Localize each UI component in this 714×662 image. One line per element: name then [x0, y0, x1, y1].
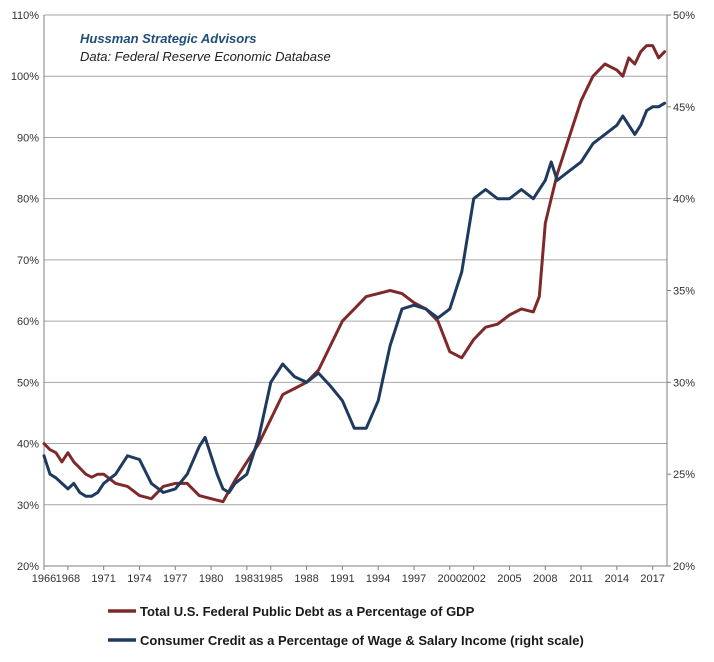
y-right-tick-1: 25% [673, 469, 695, 481]
y-left-tick-3: 50% [17, 377, 39, 389]
y-right-tick-5: 45% [673, 102, 695, 114]
y-right-tick-2: 30% [673, 377, 695, 389]
y-left-tick-4: 60% [17, 316, 39, 328]
series-line-debt [42, 44, 667, 504]
x-tick-4: 1977 [163, 573, 187, 585]
x-tick-14: 2005 [497, 573, 521, 585]
x-tick-9: 1991 [330, 573, 354, 585]
y-left-tick-6: 80% [17, 194, 39, 206]
x-tick-16: 2011 [569, 573, 593, 585]
y-right-tick-0: 20% [673, 561, 695, 573]
y-left-tick-9: 110% [12, 10, 40, 22]
annotation-title: Hussman Strategic Advisors [80, 31, 257, 46]
x-tick-10: 1994 [366, 573, 390, 585]
legend-label-debt: Total U.S. Federal Public Debt as a Perc… [140, 604, 475, 619]
x-tick-8: 1988 [294, 573, 318, 585]
y-left-tick-5: 70% [17, 255, 39, 267]
x-tick-7: 1985 [259, 573, 283, 585]
y-right-tick-3: 35% [673, 286, 695, 298]
tick-labels: 20% 30% 40% 50% 60% 70% 80% 90% 100% 110% 20% 25% 30… [11, 10, 695, 585]
y-left-tick-8: 100% [11, 71, 39, 83]
series-line-credit [42, 101, 667, 498]
x-tick-13: 2002 [461, 573, 485, 585]
x-tick-17: 2014 [605, 573, 629, 585]
legend: Total U.S. Federal Public Debt as a Perc… [108, 604, 584, 648]
y-right-tick-6: 50% [673, 10, 695, 22]
axes [43, 14, 671, 570]
y-left-tick-2: 40% [17, 439, 39, 451]
x-tick-1: 1968 [56, 573, 80, 585]
x-tick-18: 2017 [640, 573, 664, 585]
series-layer [42, 44, 667, 504]
y-left-tick-1: 30% [17, 500, 39, 512]
x-tick-6: 1983 [235, 573, 259, 585]
x-tick-11: 1997 [402, 573, 426, 585]
x-tick-0: 1966 [32, 573, 56, 585]
legend-label-credit: Consumer Credit as a Percentage of Wage … [140, 633, 584, 648]
x-tick-15: 2008 [533, 573, 557, 585]
y-left-tick-7: 90% [17, 132, 39, 144]
x-tick-12: 2000 [438, 573, 462, 585]
x-tick-5: 1980 [199, 573, 223, 585]
y-right-tick-4: 40% [673, 194, 695, 206]
grid-lines [44, 14, 667, 567]
x-tick-3: 1974 [127, 573, 151, 585]
x-tick-2: 1971 [91, 573, 115, 585]
annotation-source: Data: Federal Reserve Economic Database [80, 49, 331, 64]
y-left-tick-0: 20% [17, 561, 39, 573]
